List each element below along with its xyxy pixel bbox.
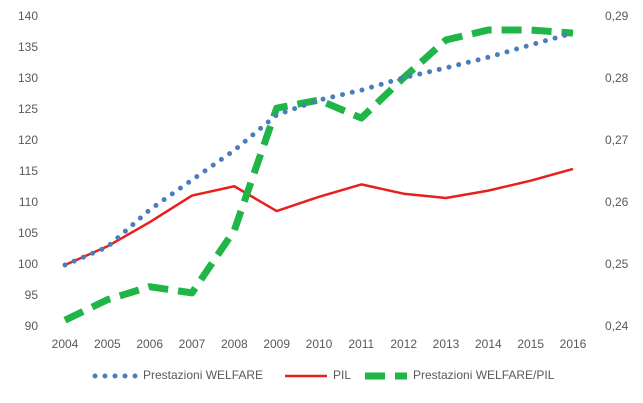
y2-tick-label: 0,27: [605, 133, 629, 147]
series-line: [63, 26, 574, 324]
series-line: [62, 30, 576, 268]
legend-label: Prestazioni WELFARE: [143, 368, 263, 382]
y-tick-label: 100: [18, 257, 38, 271]
x-tick-label: 2015: [517, 337, 544, 351]
x-tick-label: 2013: [433, 337, 460, 351]
x-tick-label: 2011: [348, 337, 374, 351]
y2-tick-label: 0,28: [605, 71, 629, 85]
x-tick-label: 2010: [306, 337, 333, 351]
x-tick-label: 2005: [94, 337, 121, 351]
x-tick-label: 2008: [221, 337, 248, 351]
series-line: [64, 167, 574, 267]
y2-tick-label: 0,26: [605, 195, 629, 209]
x-tick-label: 2014: [475, 337, 502, 351]
x-tick-label: 2004: [52, 337, 79, 351]
y-tick-label: 130: [18, 71, 38, 85]
y2-tick-label: 0,29: [605, 9, 629, 23]
x-tick-label: 2007: [179, 337, 206, 351]
x-tick-label: 2006: [136, 337, 163, 351]
legend-label: Prestazioni WELFARE/PIL: [413, 368, 555, 382]
x-tick-label: 2016: [560, 337, 587, 351]
y-tick-label: 110: [19, 195, 38, 209]
y-tick-label: 140: [18, 9, 38, 23]
legend-label: PIL: [333, 368, 351, 382]
y-tick-label: 95: [25, 288, 39, 302]
y2-tick-label: 0,24: [605, 319, 629, 333]
y2-tick-label: 0,25: [605, 257, 629, 271]
y-tick-label: 125: [18, 102, 38, 116]
y-tick-label: 135: [18, 40, 38, 54]
x-tick-label: 2012: [390, 337, 417, 351]
y-tick-label: 90: [25, 319, 39, 333]
x-tick-label: 2009: [263, 337, 290, 351]
y-tick-label: 120: [18, 133, 38, 147]
y-tick-label: 105: [18, 226, 38, 240]
y-tick-label: 115: [19, 164, 38, 178]
